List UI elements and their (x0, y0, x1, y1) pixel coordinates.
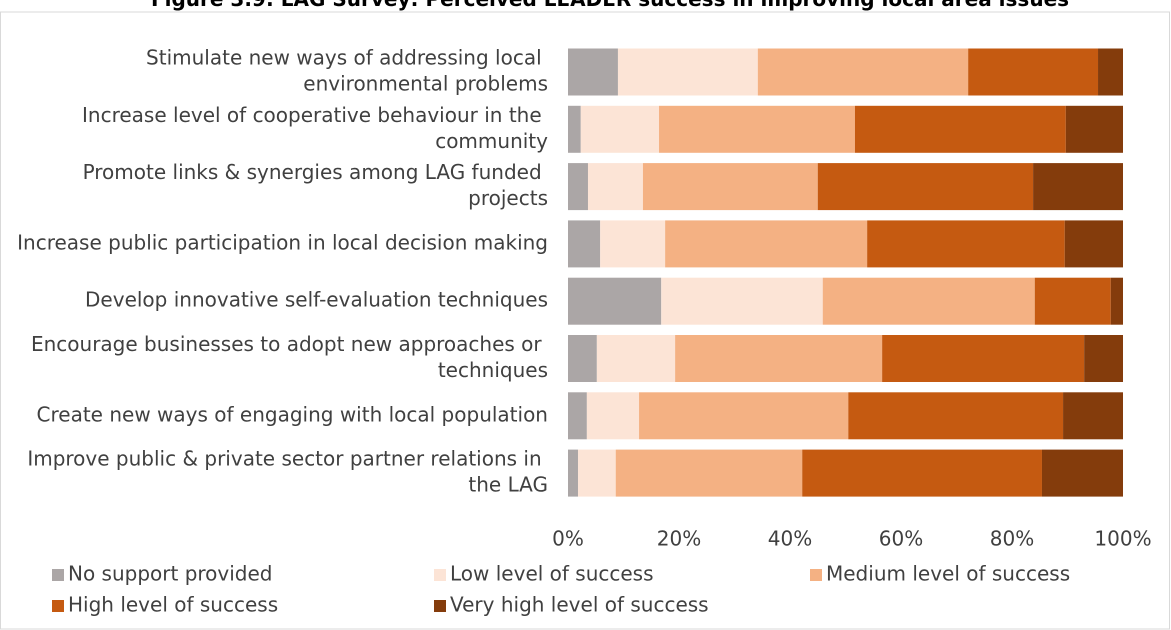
category-label: Promote links & synergies among LAG fund… (83, 160, 548, 210)
bar-segment (568, 392, 587, 440)
bar-segment (968, 48, 1099, 96)
chart-title: Figure 3.9: LAG Survey: Perceived LEADER… (151, 0, 1069, 11)
bar-segment (1034, 277, 1111, 325)
legend-label: Low level of success (450, 562, 654, 586)
bar-segment (1065, 105, 1123, 153)
legend-label: Very high level of success (450, 593, 709, 617)
x-tick-label: 100% (1094, 527, 1151, 551)
bar-segment (659, 105, 855, 153)
legend-swatch (434, 600, 446, 612)
bar-segment (854, 105, 1066, 153)
category-label: Stimulate new ways of addressing local e… (146, 46, 548, 96)
bar-segment (1110, 277, 1123, 325)
x-tick-label: 60% (879, 527, 923, 551)
bar-segment (1033, 163, 1123, 211)
bar-segment (615, 449, 803, 497)
x-tick-label: 0% (552, 527, 584, 551)
bar-segment (568, 277, 662, 325)
bar-segment (757, 48, 969, 96)
bar-segment (639, 392, 849, 440)
bar-segment (661, 277, 823, 325)
bar-segment (642, 163, 818, 211)
bar-segment (822, 277, 1035, 325)
bar-segment (882, 335, 1085, 382)
legend-swatch (434, 569, 446, 581)
bar-segment (568, 163, 588, 211)
bar-segment (1084, 335, 1123, 382)
legend-label: High level of success (68, 593, 278, 617)
bar-segment (867, 220, 1065, 268)
category-label: Encourage businesses to adopt new approa… (31, 332, 548, 382)
bar-segment (568, 449, 578, 497)
category-label: Create new ways of engaging with local p… (37, 402, 548, 426)
legend-swatch (52, 569, 64, 581)
legend-label: Medium level of success (826, 562, 1070, 586)
bar-segment (580, 105, 660, 153)
legend-swatch (52, 600, 64, 612)
bar-segment (675, 335, 883, 382)
bar-segment (568, 48, 618, 96)
bar-segment (1064, 220, 1123, 268)
x-tick-label: 20% (657, 527, 701, 551)
bar-segment (568, 105, 581, 153)
bar-segment (568, 220, 601, 268)
bar-segment (1098, 48, 1123, 96)
bar-segment (848, 392, 1064, 440)
bar-segment (587, 163, 643, 211)
category-label: Improve public & private sector partner … (27, 447, 548, 497)
x-tick-label: 80% (990, 527, 1034, 551)
category-label: Increase public participation in local d… (17, 230, 548, 254)
x-tick-label: 40% (768, 527, 812, 551)
bar-segment (817, 163, 1034, 211)
bar-segment (586, 392, 640, 440)
bar-segment (577, 449, 616, 497)
bar-segment (1063, 392, 1123, 440)
bar-segment (802, 449, 1042, 497)
bar-segment (600, 220, 666, 268)
bar-segment (568, 335, 597, 382)
category-label: Increase level of cooperative behaviour … (82, 103, 548, 153)
bar-segment (617, 48, 758, 96)
legend-label: No support provided (68, 562, 273, 586)
category-label: Develop innovative self-evaluation techn… (85, 288, 548, 312)
bar-segment (1041, 449, 1123, 497)
bar-segment (596, 335, 676, 382)
bar-segment (665, 220, 868, 268)
legend-swatch (810, 569, 822, 581)
